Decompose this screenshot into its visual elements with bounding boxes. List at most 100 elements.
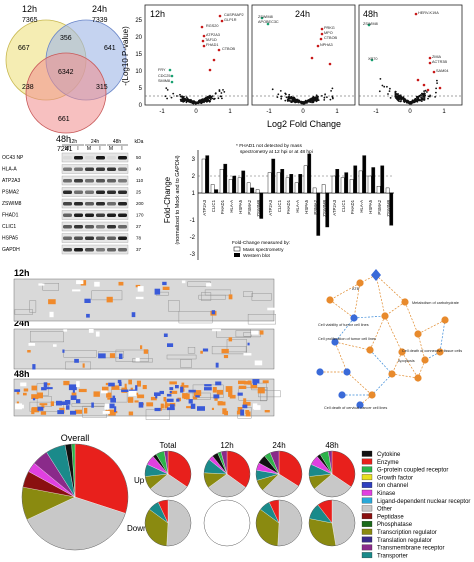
heatmap-cell-up — [164, 404, 169, 409]
wb-protein-label: ATP2A3 — [2, 178, 20, 184]
heatmap-cell-na — [135, 357, 140, 362]
network-edge — [391, 373, 419, 379]
wb-lane: I — [77, 146, 78, 152]
volcano-point — [399, 100, 402, 103]
heatmap-cell-up — [31, 385, 37, 391]
venn-label-48h: 48h — [56, 134, 71, 144]
heatmap-cell-up — [48, 299, 56, 305]
wb-band — [118, 213, 127, 217]
network-edge — [404, 301, 419, 335]
volcano-point — [379, 78, 382, 80]
heatmap-cell-up — [93, 391, 100, 397]
volcano-point-up — [319, 37, 323, 41]
network-diagram: ATB Cell viability of tumor cell lines Met… — [316, 269, 462, 410]
heatmap-cell-down — [247, 342, 250, 346]
heatmap-cell-down — [41, 387, 47, 391]
wb-band — [107, 179, 116, 183]
heatmap-cell-group — [211, 346, 247, 355]
fc-legend-swatch-wb — [234, 253, 240, 257]
volcano-point-down — [367, 23, 371, 27]
wb-band — [63, 167, 72, 171]
wb-band — [118, 236, 127, 240]
pie-legend-label: Transporter — [377, 553, 408, 559]
volcano-point — [214, 92, 217, 95]
heatmap-cell-down — [110, 398, 116, 403]
heatmap-cell-down — [188, 389, 196, 393]
volcano-point — [426, 91, 428, 93]
pie-col-48h: 48h — [325, 441, 338, 450]
heatmap-cell-group — [168, 300, 180, 312]
heatmap-cell-up — [41, 405, 45, 409]
fc-protein-label: ATP2A3 — [332, 199, 337, 215]
pie-legend: Cytokine Enzyme G-protein coupled receptor… — [361, 450, 470, 559]
volcano-point-up — [414, 12, 418, 16]
heatmap-cell-na — [15, 404, 24, 409]
volcano-point — [190, 98, 192, 101]
heatmap-cell-down — [154, 407, 161, 412]
venn-region-only12: 667 — [18, 45, 30, 52]
volcano-point — [310, 98, 313, 100]
fc-bar-western — [271, 158, 276, 194]
wb-lane: M — [109, 146, 113, 152]
wb-kda-value: 170 — [136, 213, 144, 218]
heatmap-cell-down — [56, 400, 62, 406]
volcano-ytick: 10 — [135, 69, 142, 75]
volcano-point — [176, 95, 178, 97]
heatmap-cell-down — [166, 398, 174, 402]
heatmap-label-24h: 24h — [14, 318, 30, 328]
volcano-point — [396, 98, 399, 101]
volcano-point — [386, 85, 388, 88]
volcano-point — [185, 101, 188, 104]
volcano-point — [427, 95, 430, 98]
fc-protein-label: ZSWIM8 — [322, 199, 327, 216]
wb-band — [63, 248, 72, 252]
wb-band — [74, 179, 83, 183]
wb-band — [107, 190, 116, 194]
network-node-label: ATB — [352, 287, 360, 291]
fc-bar-ms — [228, 179, 233, 194]
heatmap-cell-na — [137, 286, 144, 292]
heatmap-cell-up — [142, 385, 147, 390]
heatmap-cell-down — [65, 400, 71, 405]
volcano-point — [436, 79, 438, 82]
heatmap-cell-na — [38, 283, 45, 286]
pie-overall — [21, 443, 129, 551]
volcano-gene-label: ATP2A3 — [206, 33, 220, 37]
volcano-point — [166, 97, 169, 100]
fc-protein-label: HSPA5 — [304, 199, 309, 213]
volcano-point — [423, 94, 426, 97]
heatmap-cell-down — [59, 401, 68, 405]
wb-band — [96, 167, 105, 171]
fc-bar-ms — [331, 175, 336, 194]
heatmap-cell-up — [78, 388, 87, 393]
heatmap-cell-up — [135, 284, 141, 288]
volcano-point — [407, 100, 409, 103]
heatmap-cell-na — [128, 390, 137, 396]
heatmaps: 12h 24h 48h — [13, 268, 281, 420]
fc-protein-label: HSPA5 — [368, 199, 373, 213]
volcano-point — [420, 100, 423, 102]
heatmap-cell-na — [88, 329, 94, 333]
wb-strip — [61, 152, 129, 163]
volcano-point — [415, 100, 418, 103]
wb-band — [118, 167, 127, 171]
network-edge — [334, 341, 348, 373]
pie-up-3 — [308, 450, 356, 498]
network-edge — [353, 282, 361, 319]
wb-kda-value: 110 — [136, 178, 144, 183]
volcano-point-up — [320, 27, 324, 31]
pie-legend-label: Enzyme — [377, 460, 399, 466]
heatmap-cell-up — [118, 281, 124, 286]
volcano-point — [387, 93, 389, 95]
venn-region-only48: 661 — [58, 116, 70, 123]
volcano-point-up — [316, 44, 320, 48]
volcano-title-48h: 48h — [363, 9, 378, 19]
network-edge — [359, 394, 373, 406]
volcano-panel-48h — [358, 4, 463, 106]
pie-charts: Overall Total 12h 24h 48h Up Down Cytoki… — [21, 433, 470, 559]
heatmap-cell-na — [135, 296, 144, 300]
fc-protein-label: CLIC1 — [211, 199, 216, 212]
heatmap-cell-up — [228, 337, 233, 342]
volcano-gene-label: SMIM8 — [158, 79, 170, 83]
volcano-point — [397, 96, 400, 99]
